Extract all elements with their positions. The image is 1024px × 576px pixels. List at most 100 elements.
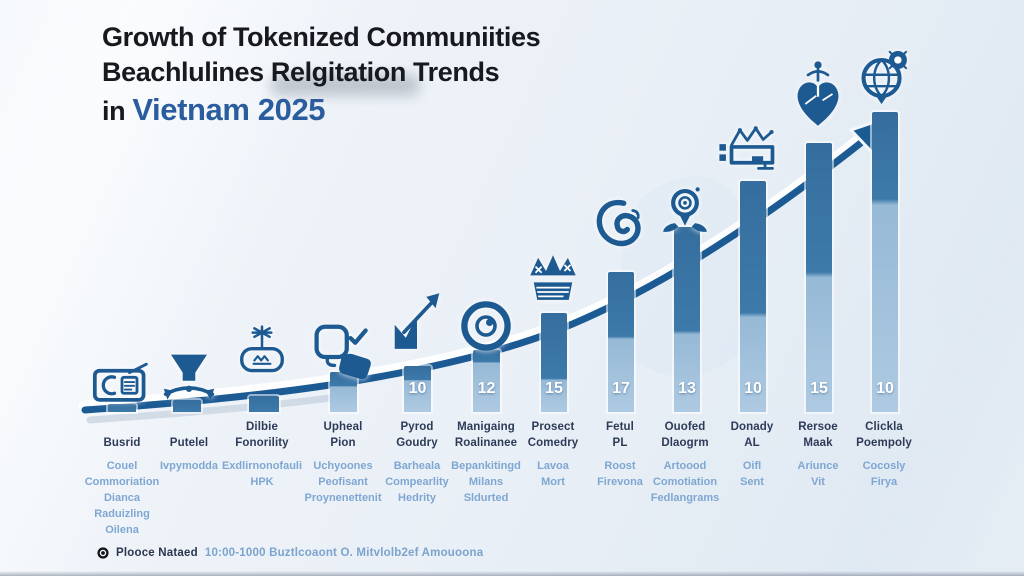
growth-arrow-icon: [391, 291, 443, 353]
info-dot-icon: [97, 547, 109, 559]
label-line: Putelel: [169, 437, 209, 449]
sublabel-line: Vit: [811, 476, 825, 488]
column-label-main: Dilbie Fonorility: [214, 414, 310, 451]
sublabel-line: Milans: [468, 476, 504, 488]
column-label-sub: Exdlirnonofauli HPK: [214, 458, 310, 490]
sublabel-line: Hedrity: [398, 492, 436, 504]
bar-column-2: [173, 400, 201, 412]
billboard-crown-icon: [715, 119, 789, 173]
broadcast-pill-icon: [235, 323, 289, 381]
column-label-main: Busrid: [74, 414, 170, 451]
label-line: Ouofed: [664, 421, 706, 433]
column-label-sub: Ariunce Vit: [770, 458, 866, 490]
footnote: Plooce Nataed 10:00-1000 Buztlcoaont O. …: [97, 547, 483, 559]
sublabel-line: Fedlangrams: [650, 492, 720, 504]
bottom-edge: [0, 571, 1024, 576]
column-label-sub: Uchyoones Peofisant Proynenettenit: [295, 458, 391, 506]
sublabel-line: Couel: [106, 460, 138, 472]
sublabel-line: Ariunce: [797, 460, 839, 472]
sublabel-line: HPK: [250, 476, 274, 488]
column-label-9: Ouofed Dlaogrm Artoood Comotiation Fedlangra…: [637, 414, 733, 506]
label-line: Clickla: [865, 421, 903, 433]
sublabel-line: Oilena: [105, 524, 139, 536]
column-label-1: Busrid Couel Commoriation Dianca Raduizling O…: [74, 414, 170, 538]
label-line: AL: [744, 437, 760, 449]
sublabel-line: Sent: [740, 476, 764, 488]
label-line: Comedry: [527, 437, 579, 449]
sublabel-line: Firya: [870, 476, 898, 488]
title-line-3: in Vietnam 2025: [102, 92, 540, 129]
column-label-sub: Oifl Sent: [704, 458, 800, 490]
column-label-sub: Cocosly Firya: [836, 458, 932, 490]
title-line-3-highlight: Vietnam 2025: [132, 92, 326, 127]
label-line: Pyrod: [400, 421, 434, 433]
bar-value-7: 15: [545, 380, 563, 397]
column-label-11: Rersoe Maak Ariunce Vit: [770, 414, 866, 490]
sublabel-line: Ivpymodda: [159, 460, 219, 472]
label-line: Prosect: [531, 421, 575, 433]
column-label-3: Dilbie Fonorility Exdlirnonofauli HPK: [214, 414, 310, 490]
crown-box-icon: [525, 243, 581, 313]
sublabel-line: Proynenettenit: [304, 492, 382, 504]
sublabel-line: Commoriation: [84, 476, 160, 488]
column-label-10: Donady AL Oifl Sent: [704, 414, 800, 490]
column-label-5: Pyrod Goudry Barheala Compearlity Hedrity: [369, 414, 465, 506]
bar-column-11: [806, 143, 832, 412]
bar-column-7: [541, 313, 567, 412]
label-line: PL: [612, 437, 628, 449]
column-label-main: Clickla Poempoly: [836, 414, 932, 451]
column-label-main: Fetul PL: [572, 414, 668, 451]
column-label-12: Clickla Poempoly Cocosly Firya: [836, 414, 932, 490]
column-label-main: Pyrod Goudry: [369, 414, 465, 451]
column-label-main: Prosect Comedry: [505, 414, 601, 451]
column-label-6: Manigaing Roalinanee Bepankitingd Milans Sld…: [438, 414, 534, 506]
bar-column-3: [249, 396, 279, 412]
label-line: Donady: [730, 421, 774, 433]
column-label-sub: Lavoa Mort: [505, 458, 601, 490]
sublabel-line: Peofisant: [318, 476, 368, 488]
column-label-main: Upheal Pion: [295, 414, 391, 451]
column-label-7: Prosect Comedry Lavoa Mort: [505, 414, 601, 490]
bar-column-8: [608, 272, 634, 412]
badge-spiral-icon: [459, 299, 513, 353]
sublabel-line: Artoood: [663, 460, 707, 472]
column-label-sub: Barheala Compearlity Hedrity: [369, 458, 465, 506]
label-line: Maak: [803, 437, 833, 449]
column-label-main: Manigaing Roalinanee: [438, 414, 534, 451]
label-line: Goudry: [396, 437, 438, 449]
bar-column-1: [108, 404, 136, 412]
bar-column-5: [404, 366, 431, 412]
bar-column-4: [330, 372, 357, 412]
bar-value-11: 15: [810, 380, 828, 397]
label-line: Dlaogrm: [661, 437, 709, 449]
bar-column-10: [740, 181, 766, 412]
sublabel-line: Roost: [604, 460, 636, 472]
bar-value-6: 12: [477, 380, 496, 397]
sublabel-line: Sldurted: [463, 492, 509, 504]
sublabel-line: Uchyoones: [313, 460, 373, 472]
bar-column-6: [473, 350, 500, 412]
column-label-sub: Couel Commoriation Dianca Raduizling Oilena: [74, 458, 170, 538]
title-smudge: [270, 74, 420, 96]
heart-sprout-icon: [789, 56, 847, 132]
title-line-3-prefix: in: [102, 96, 126, 126]
footnote-label: Plooce Nataed: [116, 547, 198, 559]
footnote-detail: 10:00-1000 Buztlcoaont O. Mitvlolb2ef Am…: [204, 547, 484, 559]
bar-column-9: [674, 227, 700, 412]
sublabel-line: Barheala: [393, 460, 441, 472]
message-approve-icon: [310, 323, 376, 389]
column-label-main: Ouofed Dlaogrm: [637, 414, 733, 451]
title-line-1: Growth of Tokenized Communiities: [102, 22, 541, 52]
column-label-sub: Artoood Comotiation Fedlangrams: [637, 458, 733, 506]
sublabel-line: Cocosly: [862, 460, 906, 472]
label-line: Fonorility: [235, 437, 289, 449]
column-label-8: Fetul PL Roost Firevona: [572, 414, 668, 490]
sublabel-line: Bepankitingd: [451, 460, 521, 472]
bar-column-12: [872, 112, 898, 412]
column-label-4: Upheal Pion Uchyoones Peofisant Proynenetten…: [295, 414, 391, 506]
sublabel-line: Dianca: [103, 492, 141, 504]
column-label-main: Putelel: [141, 414, 237, 451]
funnel-icon: [156, 351, 222, 405]
pin-search-icon: [658, 184, 712, 242]
